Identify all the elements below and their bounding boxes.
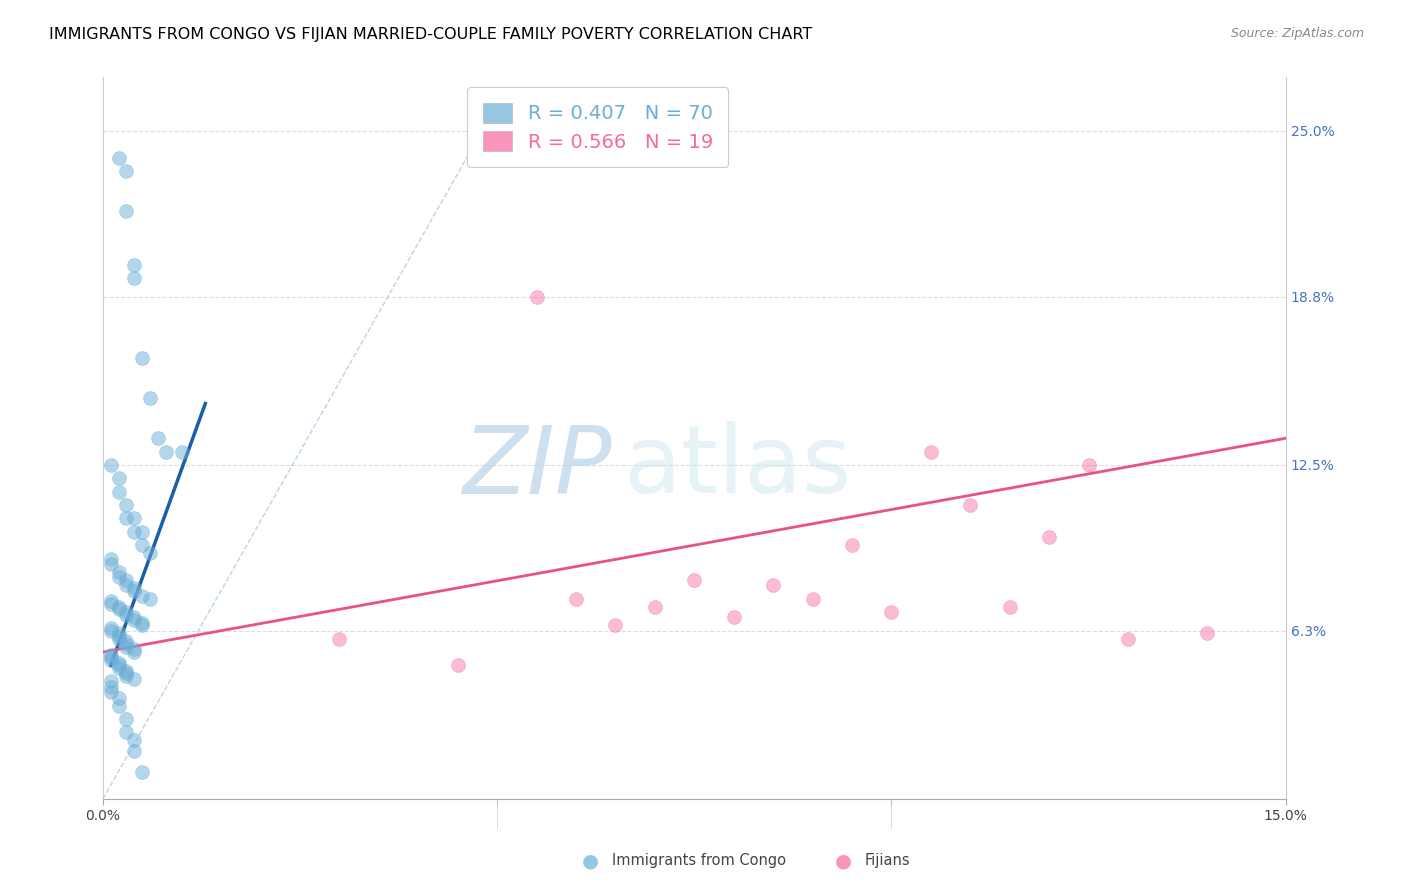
- Point: [107, 602, 129, 616]
- Point: [124, 613, 146, 627]
- Point: [131, 589, 153, 603]
- Point: [1077, 458, 1099, 472]
- Point: [100, 674, 122, 689]
- Point: [100, 597, 122, 611]
- Point: [998, 599, 1021, 614]
- Point: [605, 618, 627, 632]
- Point: [100, 551, 122, 566]
- Point: [107, 151, 129, 165]
- Text: Immigrants from Congo: Immigrants from Congo: [612, 854, 786, 868]
- Text: IMMIGRANTS FROM CONGO VS FIJIAN MARRIED-COUPLE FAMILY POVERTY CORRELATION CHART: IMMIGRANTS FROM CONGO VS FIJIAN MARRIED-…: [49, 27, 813, 42]
- Point: [723, 610, 745, 624]
- Point: [124, 524, 146, 539]
- Point: [139, 391, 162, 405]
- Point: [115, 634, 138, 648]
- Point: [115, 573, 138, 587]
- Point: [139, 546, 162, 560]
- Point: [170, 444, 193, 458]
- Point: [124, 672, 146, 686]
- Point: [526, 290, 548, 304]
- Point: [131, 538, 153, 552]
- Point: [115, 607, 138, 622]
- Point: [124, 271, 146, 285]
- Point: [124, 583, 146, 598]
- Point: [107, 698, 129, 713]
- Point: [107, 626, 129, 640]
- Point: [762, 578, 785, 592]
- Point: [328, 632, 350, 646]
- Point: [115, 725, 138, 739]
- Point: [959, 498, 981, 512]
- Point: [115, 637, 138, 651]
- Point: [841, 538, 863, 552]
- Point: [100, 653, 122, 667]
- Text: atlas: atlas: [623, 421, 852, 513]
- Point: [115, 666, 138, 681]
- Point: [155, 444, 177, 458]
- Point: [100, 624, 122, 638]
- Point: [115, 511, 138, 525]
- Point: [115, 578, 138, 592]
- Text: ZIP: ZIP: [461, 422, 612, 513]
- Point: [124, 744, 146, 758]
- Point: [107, 661, 129, 675]
- Point: [1038, 530, 1060, 544]
- Point: [131, 524, 153, 539]
- Point: [124, 610, 146, 624]
- Point: [100, 458, 122, 472]
- Point: [124, 733, 146, 747]
- Point: [139, 591, 162, 606]
- Point: [920, 444, 942, 458]
- Point: [107, 656, 129, 670]
- Point: [107, 599, 129, 614]
- Point: [131, 351, 153, 365]
- Point: [1116, 632, 1139, 646]
- Point: [131, 765, 153, 780]
- Point: [100, 594, 122, 608]
- Point: [107, 632, 129, 646]
- Point: [146, 431, 169, 445]
- Point: [100, 685, 122, 699]
- Point: [131, 615, 153, 630]
- Point: [683, 573, 706, 587]
- Point: [100, 680, 122, 694]
- Text: ●: ●: [582, 851, 599, 871]
- Point: [115, 498, 138, 512]
- Point: [124, 258, 146, 272]
- Point: [801, 591, 824, 606]
- Legend: R = 0.407   N = 70, R = 0.566   N = 19: R = 0.407 N = 70, R = 0.566 N = 19: [467, 87, 728, 167]
- Point: [115, 712, 138, 726]
- Point: [107, 570, 129, 584]
- Point: [565, 591, 588, 606]
- Point: [100, 650, 122, 665]
- Point: [107, 565, 129, 579]
- Point: [124, 581, 146, 595]
- Point: [115, 664, 138, 678]
- Point: [644, 599, 666, 614]
- Point: [880, 605, 903, 619]
- Point: [107, 471, 129, 485]
- Point: [115, 164, 138, 178]
- Text: Source: ZipAtlas.com: Source: ZipAtlas.com: [1230, 27, 1364, 40]
- Point: [131, 618, 153, 632]
- Point: [107, 690, 129, 705]
- Text: ●: ●: [835, 851, 852, 871]
- Point: [115, 605, 138, 619]
- Point: [100, 621, 122, 635]
- Point: [100, 557, 122, 571]
- Point: [115, 204, 138, 219]
- Point: [124, 511, 146, 525]
- Point: [447, 658, 470, 673]
- Point: [124, 645, 146, 659]
- Point: [107, 658, 129, 673]
- Point: [107, 484, 129, 499]
- Point: [115, 669, 138, 683]
- Text: Fijians: Fijians: [865, 854, 910, 868]
- Point: [1195, 626, 1218, 640]
- Point: [100, 648, 122, 662]
- Point: [124, 642, 146, 657]
- Point: [107, 629, 129, 643]
- Point: [115, 640, 138, 654]
